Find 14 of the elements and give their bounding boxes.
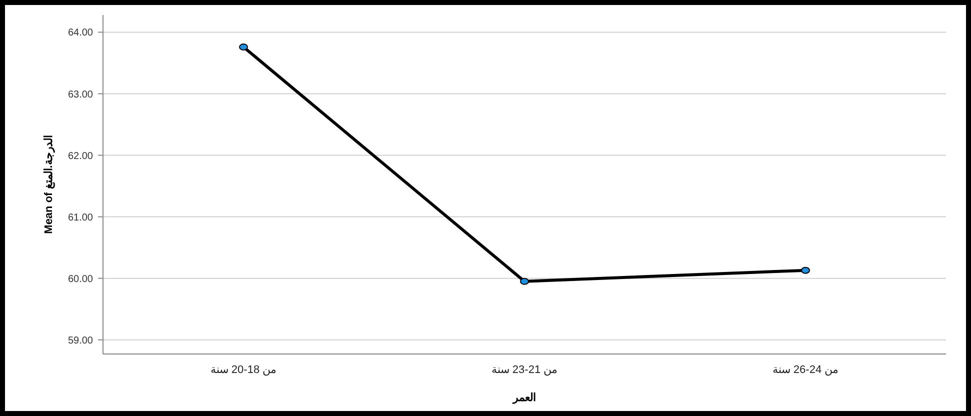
y-tick-label: 63.00 [68, 89, 94, 100]
point [520, 278, 529, 285]
point [801, 266, 810, 274]
x-tick-label: من 24-26 سنة [772, 364, 839, 376]
x-axis-title: العمر [512, 392, 536, 404]
y-tick-label: 62.00 [68, 150, 94, 162]
x-tick-label: من 21-23 سنة [491, 364, 558, 376]
point [239, 43, 248, 50]
y-tick-label: 59.00 [68, 335, 94, 346]
y-tick-label: 60.00 [68, 274, 94, 285]
x-tick-label: من 18-20 سنة [210, 364, 277, 376]
y-tick-label: 64.00 [68, 28, 94, 39]
y-tick-label: 61.00 [68, 212, 94, 224]
y-axis-title: Mean of الدرجة.المتغ [43, 135, 55, 234]
